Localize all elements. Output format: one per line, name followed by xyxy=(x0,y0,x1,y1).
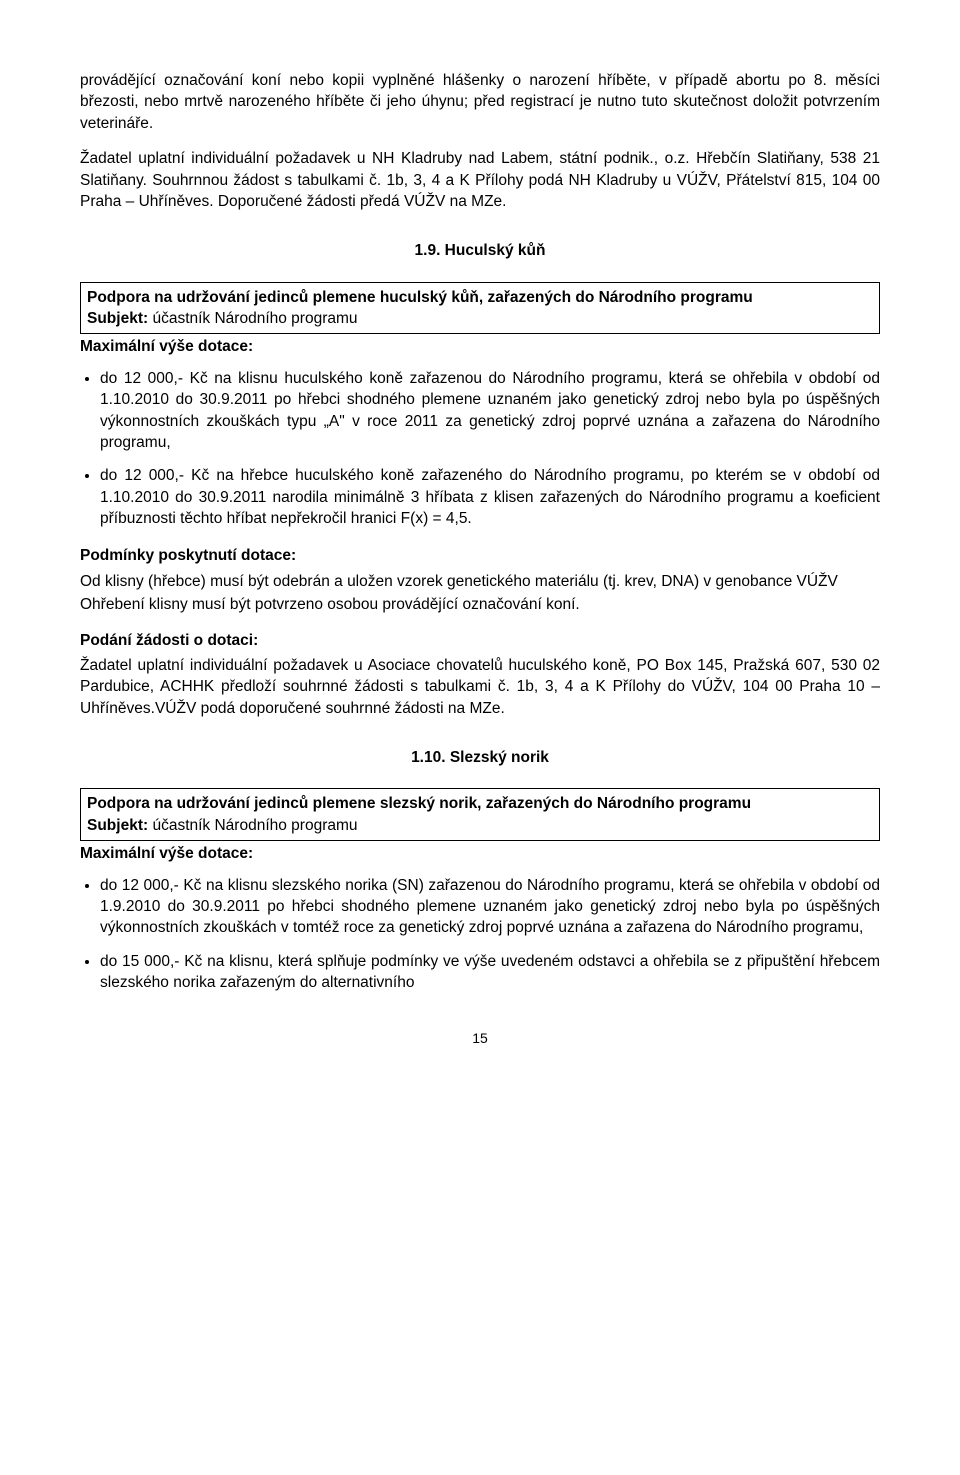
conditions-label-19: Podmínky poskytnutí dotace: xyxy=(80,545,880,566)
section-19-box-title: Podpora na udržování jedinců plemene huc… xyxy=(87,287,873,308)
section-110-box-title: Podpora na udržování jedinců plemene sle… xyxy=(87,793,873,814)
section-110-box: Podpora na udržování jedinců plemene sle… xyxy=(80,788,880,841)
section-19-box: Podpora na udržování jedinců plemene huc… xyxy=(80,282,880,335)
list-item: do 12 000,- Kč na klisnu huculského koně… xyxy=(100,368,880,454)
subject-value: účastník Národního programu xyxy=(148,310,357,327)
apply-label-19: Podání žádosti o dotaci: xyxy=(80,630,880,651)
list-item: do 12 000,- Kč na klisnu slezského norik… xyxy=(100,875,880,939)
page-number: 15 xyxy=(80,1029,880,1048)
list-item: do 12 000,- Kč na hřebce huculského koně… xyxy=(100,465,880,529)
max-label-19: Maximální výše dotace: xyxy=(80,336,880,357)
conditions-p2-19: Ohřebení klisny musí být potvrzeno osobo… xyxy=(80,594,880,615)
section-19-box-subject: Subjekt: účastník Národního programu xyxy=(87,308,873,329)
conditions-p1-19: Od klisny (hřebce) musí být odebrán a ul… xyxy=(80,571,880,592)
section-heading-19: 1.9. Huculský kůň xyxy=(80,240,880,261)
subject-label: Subjekt: xyxy=(87,817,148,834)
subject-label: Subjekt: xyxy=(87,310,148,327)
list-item: do 15 000,- Kč na klisnu, která splňuje … xyxy=(100,951,880,994)
apply-p1-19: Žadatel uplatní individuální požadavek u… xyxy=(80,655,880,719)
bullet-list-19: do 12 000,- Kč na klisnu huculského koně… xyxy=(80,368,880,530)
intro-paragraph-2: Žadatel uplatní individuální požadavek u… xyxy=(80,148,880,212)
bullet-list-110: do 12 000,- Kč na klisnu slezského norik… xyxy=(80,875,880,994)
section-heading-110: 1.10. Slezský norik xyxy=(80,747,880,768)
section-110-box-subject: Subjekt: účastník Národního programu xyxy=(87,815,873,836)
subject-value: účastník Národního programu xyxy=(148,817,357,834)
intro-paragraph-1: provádějící označování koní nebo kopii v… xyxy=(80,70,880,134)
max-label-110: Maximální výše dotace: xyxy=(80,843,880,864)
